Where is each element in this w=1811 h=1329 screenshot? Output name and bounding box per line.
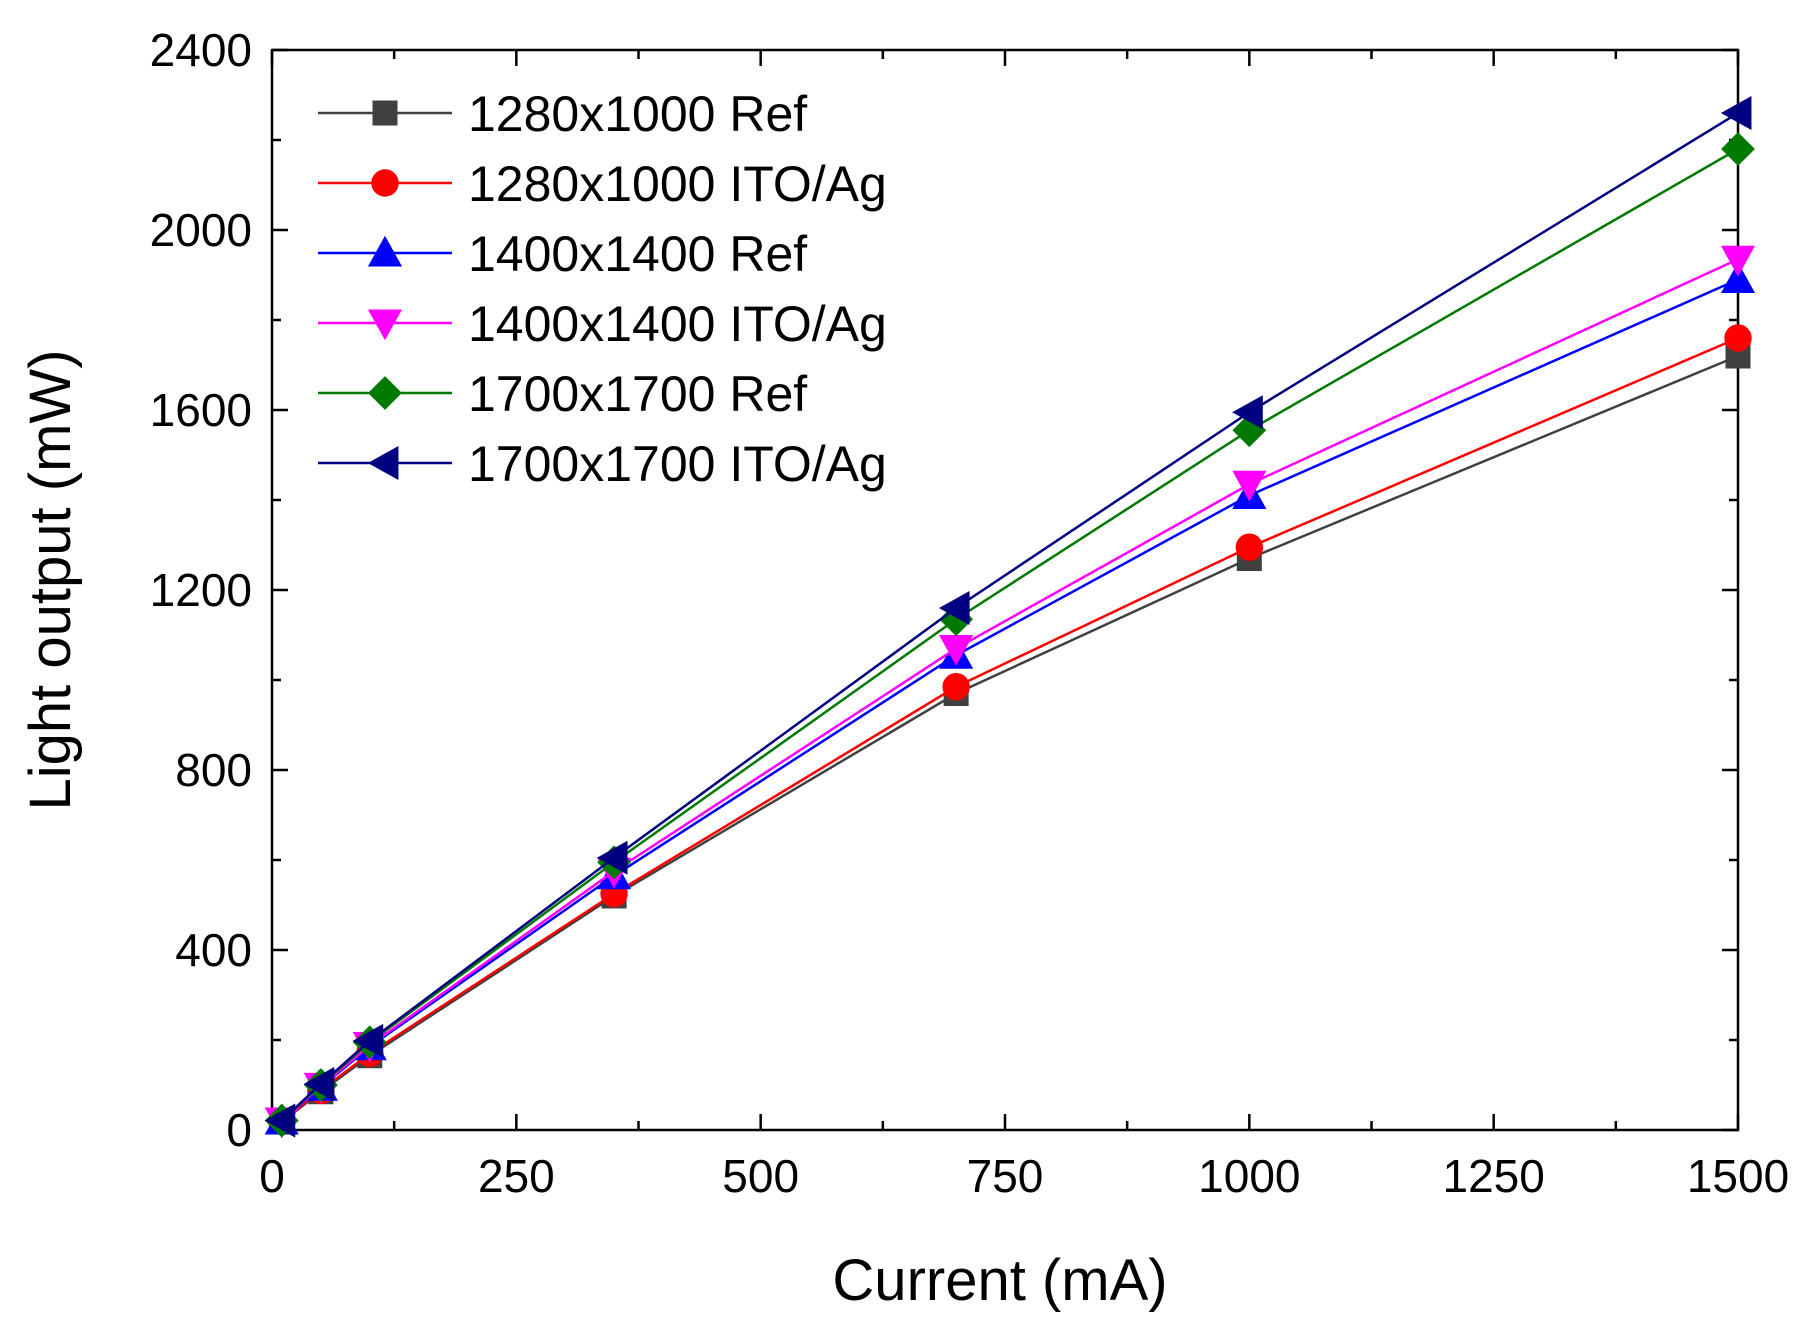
data-point xyxy=(352,1023,384,1058)
data-point xyxy=(1720,262,1756,293)
data-point xyxy=(596,840,628,875)
legend-item: 1400x1400 Ref xyxy=(318,226,807,282)
legend-marker xyxy=(371,169,399,197)
data-point xyxy=(1720,95,1752,131)
data-point xyxy=(1721,132,1755,166)
legend-label: 1400x1400 ITO/Ag xyxy=(468,296,887,352)
legend-item: 1280x1000 ITO/Ag xyxy=(318,156,887,212)
plot-frame xyxy=(270,48,1740,1132)
series-5 xyxy=(264,132,1755,1138)
legend-label: 1400x1400 Ref xyxy=(468,226,807,282)
legend-label: 1700x1700 Ref xyxy=(468,366,807,422)
x-tick-label: 250 xyxy=(478,1150,555,1202)
legend-item: 1700x1700 ITO/Ag xyxy=(318,436,887,492)
series-6 xyxy=(264,95,1752,1138)
x-tick-label: 1000 xyxy=(1198,1150,1300,1202)
legend-item: 1400x1400 ITO/Ag xyxy=(318,296,887,352)
x-tick-label: 1500 xyxy=(1687,1150,1789,1202)
data-point xyxy=(264,1103,296,1138)
data-point xyxy=(1235,533,1264,561)
plot-area: 0 250 500 750 1000 1250 1500 0 400 800 1200 1600 200… xyxy=(150,24,1790,1202)
legend-marker xyxy=(367,309,403,341)
y-tick-label: 400 xyxy=(175,924,252,976)
legend-marker xyxy=(368,376,402,410)
y-tick-label: 0 xyxy=(226,1104,252,1156)
y-tick-label: 2000 xyxy=(150,204,252,256)
x-tick-label: 1250 xyxy=(1442,1150,1544,1202)
data-point xyxy=(1720,245,1756,277)
legend: 1280x1000 Ref 1280x1000 ITO/Ag 1400x1400 R… xyxy=(318,86,887,492)
data-point xyxy=(1232,395,1263,430)
legend-label: 1280x1000 ITO/Ag xyxy=(468,156,887,212)
x-tick-label: 500 xyxy=(722,1150,799,1202)
data-point xyxy=(942,673,970,701)
y-tick-label: 1200 xyxy=(150,564,252,616)
series-line xyxy=(280,147,1739,1122)
x-tick-label: 750 xyxy=(967,1150,1044,1202)
data-point xyxy=(1724,324,1752,352)
legend-marker xyxy=(372,100,398,126)
legend-item: 1280x1000 Ref xyxy=(318,86,807,142)
x-tick-label: 0 xyxy=(259,1150,285,1202)
data-point xyxy=(1232,470,1267,502)
data-point xyxy=(303,1067,335,1102)
y-tick-label: 2400 xyxy=(150,24,252,76)
x-axis-label: Current (mA) xyxy=(832,1248,1167,1313)
y-axis-label: Light output (mW) xyxy=(18,350,83,811)
y-tick-label: 1600 xyxy=(150,384,252,436)
legend-item: 1700x1700 Ref xyxy=(318,366,807,422)
legend-marker xyxy=(367,445,399,481)
legend-label: 1700x1700 ITO/Ag xyxy=(468,436,887,492)
legend-marker xyxy=(367,235,403,267)
y-tick-label: 800 xyxy=(175,744,252,796)
data-point xyxy=(938,590,970,626)
legend-label: 1280x1000 Ref xyxy=(468,86,807,142)
